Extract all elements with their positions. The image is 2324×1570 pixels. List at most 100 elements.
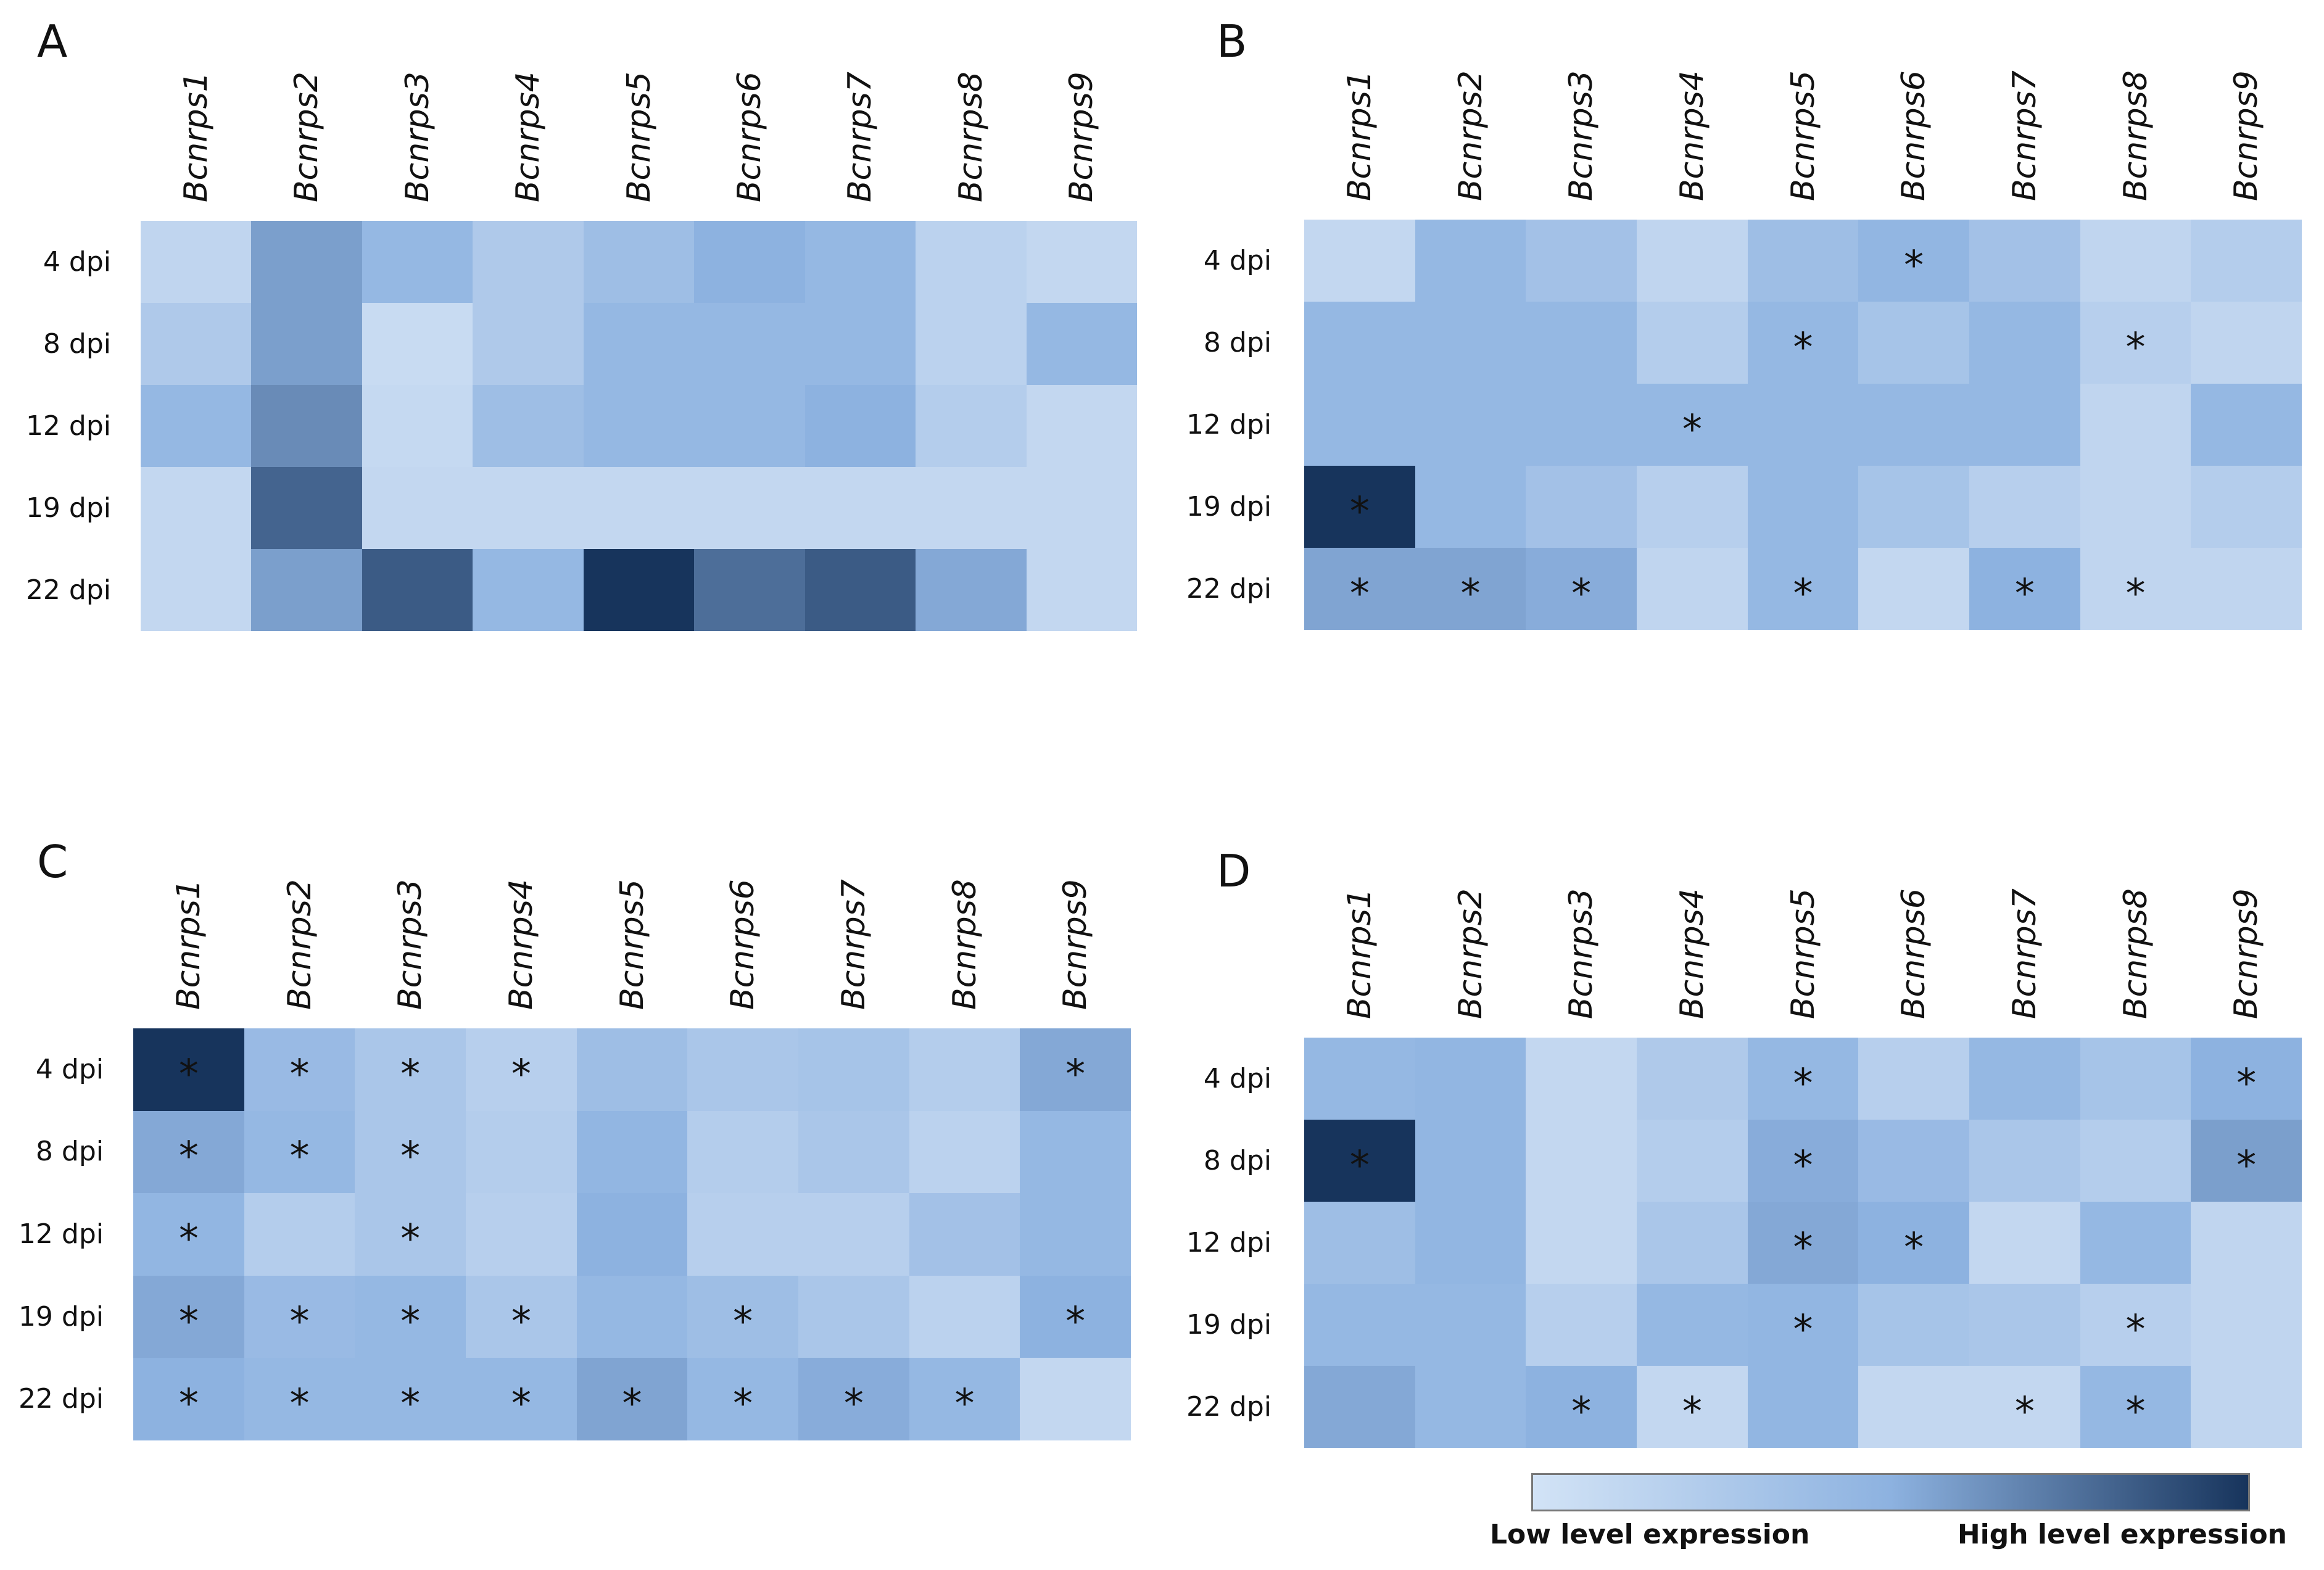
column-label: Bcnrps6 [1895,70,1933,201]
significance-star: * [289,1134,310,1180]
heatmap-cell: * [576,1358,688,1440]
significance-star: * [289,1051,310,1097]
significance-star: * [511,1299,531,1345]
heatmap-cell [141,549,252,631]
legend-high-label: High level expression [1957,1519,2287,1550]
heatmap-cell [362,467,473,549]
row-label: 8 dpi [35,1136,104,1168]
heatmap-cell [1020,1193,1131,1276]
column-label: Bcnrps3 [1563,70,1600,201]
column-label: Bcnrps7 [842,72,879,202]
significance-star: * [1904,242,1924,289]
column-label: Bcnrps4 [1673,888,1711,1019]
heatmap-cell [916,385,1027,467]
significance-star: * [1349,1142,1370,1189]
significance-star: * [178,1134,199,1180]
heatmap-cell [1858,1366,1969,1448]
column-label: Bcnrps8 [952,72,990,202]
column-label: Bcnrps7 [2006,70,2043,201]
row-label: 12 dpi [1186,1226,1272,1258]
heatmap-cell [2191,548,2302,630]
heatmap-cell [1858,548,1969,630]
column-label: Bcnrps5 [613,879,651,1010]
significance-star: * [1349,489,1370,535]
column-label: Bcnrps1 [170,879,207,1010]
column-label: Bcnrps6 [730,72,768,202]
row-label: 22 dpi [1186,572,1272,605]
heatmap-cell [1969,1202,2080,1284]
heatmap-cell: * [1637,384,1748,466]
heatmap-cell [1026,549,1137,631]
heatmap-cell: * [1020,1275,1131,1358]
heatmap-cell: * [1415,548,1526,630]
heatmap-cell [1969,302,2080,384]
column-label: Bcnrps4 [1673,70,1711,201]
significance-star: * [2014,1389,2035,1435]
heatmap-cell [244,1193,355,1276]
significance-star: * [2014,571,2035,617]
panel-label: C [37,836,68,888]
heatmap-cell: * [355,1358,466,1440]
significance-star: * [2236,1142,2257,1189]
panel-label: A [37,15,68,67]
column-label: Bcnrps9 [2228,888,2265,1019]
heatmap-cell [362,221,473,303]
column-label: Bcnrps3 [1563,888,1600,1019]
heatmap-cell [251,467,362,549]
significance-star: * [843,1381,864,1427]
heatmap-cell [1747,384,1859,466]
significance-star: * [1793,571,1813,617]
significance-star: * [1793,1225,1813,1271]
heatmap-cell [1747,466,1859,548]
heatmap-cell [1858,1120,1969,1202]
heatmap-cell [2080,1120,2191,1202]
heatmap-cell [473,221,584,303]
heatmap-cell [916,549,1027,631]
heatmap-cell [1526,384,1637,466]
heatmap-cell [909,1110,1020,1194]
significance-star: * [400,1299,421,1345]
heatmap-cell [1415,1366,1526,1448]
significance-star: * [1793,1142,1813,1189]
heatmap-cell [141,303,252,385]
significance-star: * [1460,571,1481,617]
heatmap-cell: * [1304,548,1415,630]
heatmap-cell [2191,220,2302,302]
column-label: Bcnrps5 [1784,70,1822,201]
heatmap-cell [583,221,695,303]
heatmap-cell [2191,1202,2302,1284]
column-label: Bcnrps3 [399,72,436,202]
row-label: 4 dpi [1203,244,1272,276]
heatmap-cell: * [355,1275,466,1358]
significance-star: * [1793,324,1813,371]
heatmap-cell [251,549,362,631]
heatmap-cell [1304,384,1415,466]
significance-star: * [2125,571,2146,617]
column-label: Bcnrps7 [835,879,872,1010]
heatmap-cell: * [355,1193,466,1276]
heatmap-cell: * [1747,1202,1859,1284]
heatmap-cell [576,1028,688,1111]
heatmap-cell [1026,221,1137,303]
heatmap-cell: * [355,1110,466,1194]
heatmap-cell [1858,302,1969,384]
row-label: 22 dpi [25,574,111,606]
significance-star: * [400,1051,421,1097]
panel-label: B [1217,15,1247,67]
heatmap-cell [1526,1202,1637,1284]
heatmap-cell [804,549,916,631]
heatmap-cell [2080,220,2191,302]
heatmap-cell [1526,1284,1637,1366]
column-label: Bcnrps6 [1895,888,1933,1019]
heatmap-cell: * [355,1028,466,1111]
heatmap-cell [1747,220,1859,302]
significance-star: * [622,1381,642,1427]
heatmap-panel-a [141,221,1137,631]
heatmap-cell [687,1193,798,1276]
heatmap-cell [2080,384,2191,466]
column-label: Bcnrps5 [1784,888,1822,1019]
heatmap-cell [1020,1358,1131,1440]
heatmap-cell: * [2080,1284,2191,1366]
heatmap-cell [362,385,473,467]
heatmap-cell: * [2191,1038,2302,1120]
